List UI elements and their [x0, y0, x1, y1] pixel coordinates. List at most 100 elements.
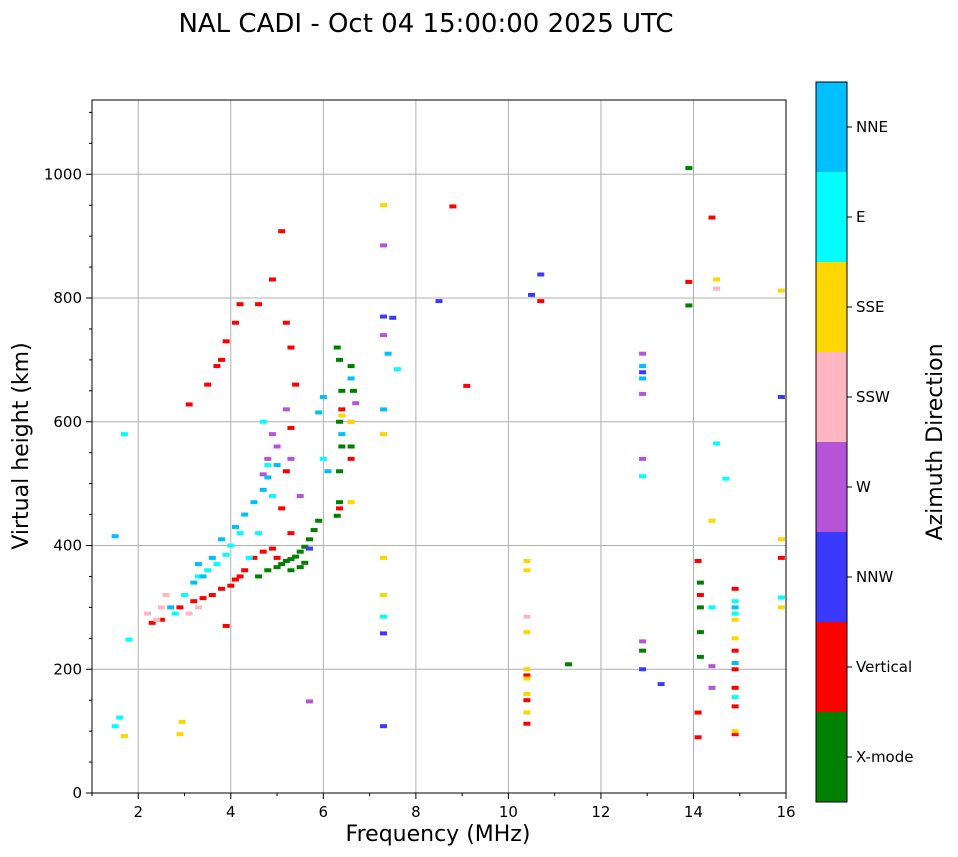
point-x-mode	[347, 364, 355, 369]
point-vertical	[190, 599, 198, 604]
point-vertical	[696, 593, 704, 597]
point-nne	[218, 537, 226, 542]
point-x-mode	[315, 518, 323, 523]
point-vertical	[731, 586, 739, 591]
point-vertical	[255, 302, 263, 307]
x-axis-ticks: 2 4 6 8 10 12 14 16	[91, 793, 796, 821]
x-tick-label: 12	[591, 803, 610, 821]
point-e	[204, 568, 212, 573]
point-ssw	[185, 611, 193, 616]
point-x-mode	[696, 630, 704, 635]
point-vertical	[218, 586, 226, 591]
point-e	[222, 552, 230, 557]
point-vertical	[268, 546, 276, 551]
point-x-mode	[282, 558, 290, 563]
point-e	[731, 695, 739, 700]
point-vertical	[199, 596, 207, 601]
point-vertical	[292, 382, 300, 387]
point-x-mode	[301, 544, 309, 549]
point-nne	[347, 376, 355, 381]
point-nnw	[435, 299, 443, 304]
point-x-mode	[336, 469, 344, 474]
point-vertical	[731, 648, 739, 653]
point-e	[255, 531, 263, 536]
chart-title: NAL CADI - Oct 04 15:00:00 2025 UTC	[178, 9, 673, 39]
point-nne	[264, 475, 272, 480]
point-nne	[199, 574, 207, 579]
point-x-mode	[287, 568, 295, 573]
point-nnw	[379, 724, 387, 729]
point-e	[713, 441, 721, 446]
point-nne	[384, 351, 392, 356]
point-vertical	[236, 574, 244, 579]
point-x-mode	[296, 549, 304, 554]
point-nne	[194, 562, 202, 567]
point-nnw	[657, 682, 665, 687]
point-nne	[231, 524, 239, 529]
colorbar-swatch-vertical	[816, 622, 847, 712]
point-vertical	[204, 382, 212, 387]
point-nnw	[305, 546, 313, 551]
point-e	[111, 724, 119, 729]
point-w	[379, 243, 387, 248]
point-sse	[523, 710, 531, 715]
point-sse	[178, 719, 186, 724]
y-tick-label: 0	[72, 784, 82, 802]
point-w	[639, 639, 647, 644]
colorbar-label-sse: SSE	[856, 298, 885, 316]
point-e	[194, 574, 202, 579]
point-vertical	[278, 506, 286, 511]
point-vertical	[731, 732, 739, 737]
point-x-mode	[685, 166, 693, 171]
point-e	[639, 474, 647, 479]
point-nne	[208, 555, 216, 560]
plot-frame	[91, 99, 787, 794]
point-sse	[523, 676, 531, 681]
point-w	[296, 494, 304, 498]
point-vertical	[227, 583, 235, 588]
x-tick-label: 8	[411, 803, 421, 821]
y-tick-label: 600	[53, 413, 82, 431]
point-x-mode	[333, 345, 341, 350]
point-vertical	[282, 320, 290, 325]
point-w	[282, 407, 290, 412]
point-sse	[523, 568, 531, 573]
point-e	[259, 419, 267, 424]
point-vertical	[218, 357, 226, 362]
point-vertical	[268, 277, 276, 282]
point-x-mode	[639, 648, 647, 653]
point-vertical	[708, 215, 716, 220]
point-sse	[379, 593, 387, 597]
point-sse	[523, 558, 531, 563]
point-ssw	[713, 286, 721, 291]
point-w	[273, 444, 281, 449]
point-e	[227, 543, 235, 548]
point-nnw	[528, 292, 536, 297]
point-x-mode	[264, 568, 272, 573]
point-vertical	[287, 425, 295, 430]
point-sse	[523, 692, 531, 696]
point-vertical	[731, 685, 739, 690]
point-x-mode	[338, 444, 346, 449]
point-x-mode	[310, 528, 318, 533]
point-vertical	[213, 364, 221, 369]
y-tick-label: 400	[53, 537, 82, 555]
colorbar-label: Azimuth Direction	[923, 343, 948, 540]
y-axis-ticks: 0 200 400 600 800 1000	[44, 111, 92, 802]
point-nnw	[379, 631, 387, 636]
point-vertical	[523, 698, 531, 703]
point-vertical	[694, 710, 702, 715]
point-x-mode	[338, 388, 346, 393]
colorbar-label-nnw: NNW	[856, 568, 893, 586]
point-x-mode	[349, 388, 357, 393]
point-e	[268, 494, 276, 498]
point-nne	[190, 580, 198, 585]
point-nnw	[639, 370, 647, 375]
point-ssw	[162, 593, 170, 597]
point-w	[639, 391, 647, 396]
point-nnw	[777, 395, 785, 399]
point-vertical	[694, 558, 702, 563]
point-sse	[708, 518, 716, 523]
point-ssw	[157, 605, 165, 610]
point-e	[708, 605, 716, 610]
